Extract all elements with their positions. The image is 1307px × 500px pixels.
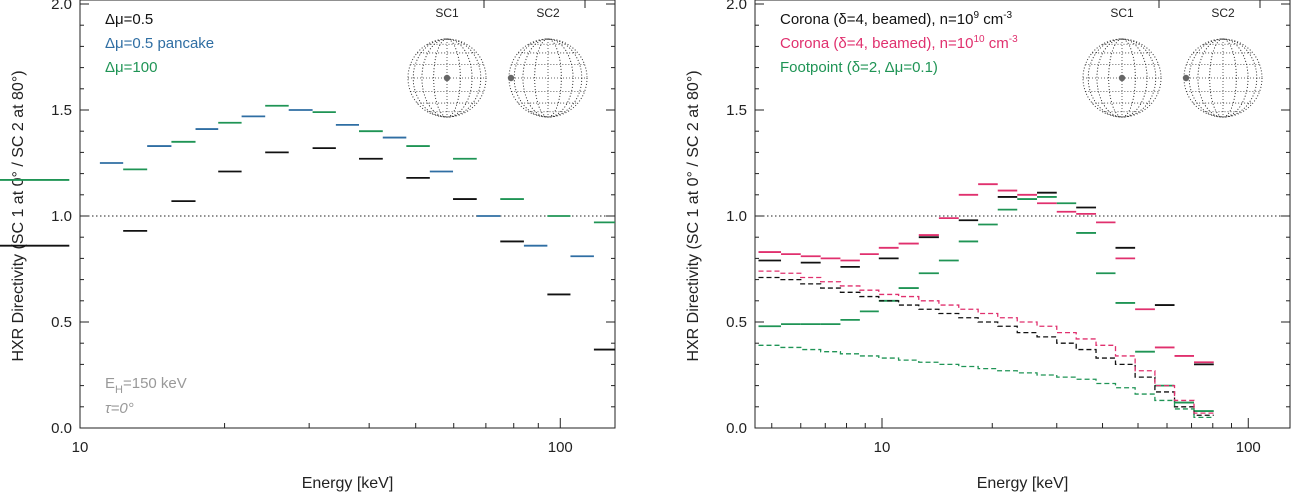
y-tick-label: 0.0 <box>51 420 72 437</box>
x-tick-label: 100 <box>548 439 573 456</box>
y-tick-label: 0.0 <box>726 420 747 437</box>
annotation-subscript: H <box>115 384 123 396</box>
left-panel: 0.0 0.5 1.0 1.5 2.0 10 100 Energy [keV] HXR Dire… <box>0 0 616 492</box>
legend-entry-1: Δμ=0.5 pancake <box>105 35 214 52</box>
legend-label: Footpoint (δ=2, Δμ=0.1) <box>780 59 938 76</box>
x-tick-label: 100 <box>1236 439 1261 456</box>
y-tick-label: 1.5 <box>51 102 72 119</box>
globe-meridian <box>412 38 482 118</box>
legend-label: Δμ=0.5 <box>105 11 153 28</box>
spacecraft-globe-2: SC2 <box>507 0 588 118</box>
legend-label: Δμ=100 <box>105 59 157 76</box>
source-dot <box>507 74 515 82</box>
source-dot <box>443 74 451 82</box>
x-tick-label: 10 <box>874 439 891 456</box>
globe-label-2: SC2 <box>536 6 560 20</box>
y-tick-label: 1.0 <box>51 208 72 225</box>
globe-meridian <box>1209 38 1237 118</box>
globe-meridian <box>522 38 574 118</box>
y-tick-label: 2.0 <box>726 0 747 13</box>
globe-meridian <box>433 38 461 118</box>
series-line <box>758 344 1214 419</box>
y-tick-label: 2.0 <box>51 0 72 13</box>
y-tick-label: 0.5 <box>51 314 72 331</box>
legend-label: Corona (δ=4, beamed), n=10 <box>780 11 973 28</box>
series-1 <box>99 109 594 258</box>
series-1 <box>758 183 1214 364</box>
spacecraft-globe-1: SC1 <box>1082 0 1162 118</box>
series-3 <box>758 276 1214 416</box>
series-5 <box>758 344 1214 419</box>
x-axis-title: Energy [keV] <box>302 475 394 492</box>
legend-entry-2: Δμ=100 <box>105 59 157 76</box>
legend-unit: cm <box>979 11 1003 28</box>
globe-meridian <box>1096 38 1148 118</box>
y-axis-title: HXR Directivity (SC 1 at 0° / SC 2 at 80… <box>10 70 27 361</box>
legend-superscript: 9 <box>973 10 979 21</box>
legend-unit-superscript: -3 <box>1009 34 1018 45</box>
right-panel: 0.0 0.5 1.0 1.5 2.0 10 100 Energy [keV] HXR Dire… <box>685 0 1291 492</box>
tau-annotation: τ=0° <box>105 400 134 417</box>
y-tick-label: 1.0 <box>726 208 747 225</box>
globe-meridian <box>1188 38 1258 118</box>
globe-meridian <box>1087 38 1157 118</box>
annotation-e: E <box>105 375 115 392</box>
legend-label: Δμ=0.5 pancake <box>105 35 214 52</box>
globe-meridian <box>513 38 583 118</box>
legend-label: Corona (δ=4, beamed), n=10 <box>780 35 973 52</box>
globe-meridian <box>534 38 562 118</box>
globe-meridian <box>1108 38 1136 118</box>
globe-label-1: SC1 <box>435 6 459 20</box>
legend-unit: cm <box>985 35 1009 52</box>
legend-entry-2: Footpoint (δ=2, Δμ=0.1) <box>780 59 938 76</box>
series-2 <box>0 104 615 224</box>
plot-frame <box>79 0 616 429</box>
series-0 <box>0 147 615 351</box>
legend-entry-0: Corona (δ=4, beamed), n=109 cm-3 <box>780 10 1013 28</box>
series-line <box>758 276 1214 416</box>
energy-annotation: EH=150 keV <box>105 375 187 396</box>
spacecraft-globe-1: SC1 <box>407 0 487 118</box>
legend-entry-0: Δμ=0.5 <box>105 11 153 28</box>
source-dot <box>1118 74 1126 82</box>
series-2 <box>758 196 1214 412</box>
globe-label-2: SC2 <box>1211 6 1235 20</box>
legend-unit-superscript: -3 <box>1003 10 1012 21</box>
plot-frame <box>754 0 1291 429</box>
y-tick-label: 0.5 <box>726 314 747 331</box>
series-line <box>758 270 1214 414</box>
legend-entry-1: Corona (δ=4, beamed), n=1010 cm-3 <box>780 34 1018 52</box>
source-dot <box>1182 74 1190 82</box>
x-axis-title: Energy [keV] <box>977 475 1069 492</box>
globe-label-1: SC1 <box>1110 6 1134 20</box>
series-4 <box>758 270 1214 414</box>
annotation-value: =150 keV <box>123 375 187 392</box>
spacecraft-globe-2: SC2 <box>1182 0 1263 118</box>
y-tick-label: 1.5 <box>726 102 747 119</box>
series-0 <box>758 191 1214 366</box>
x-tick-label: 10 <box>72 439 89 456</box>
y-axis-title: HXR Directivity (SC 1 at 0° / SC 2 at 80… <box>685 70 702 361</box>
globe-meridian <box>1197 38 1249 118</box>
legend-superscript: 10 <box>973 34 985 45</box>
